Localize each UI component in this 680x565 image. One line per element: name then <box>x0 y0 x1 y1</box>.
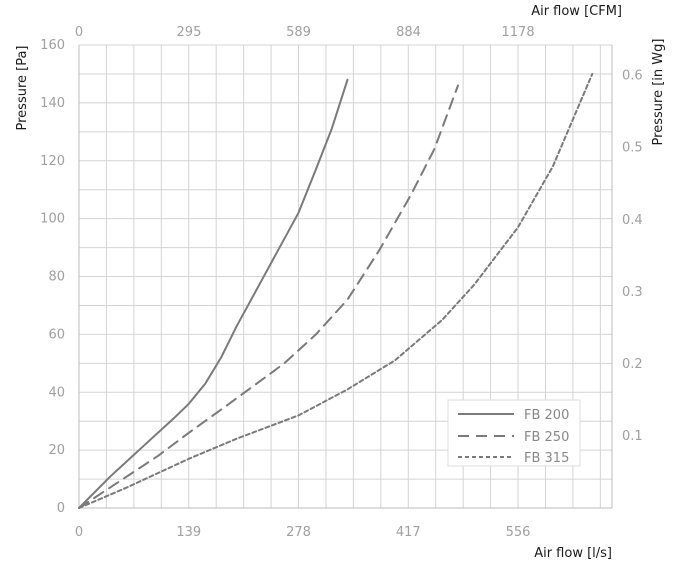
y-left-tick-label: 80 <box>48 270 65 285</box>
series-lines <box>78 72 594 509</box>
y-axis-right-title: Pressure [in Wg] <box>651 39 666 146</box>
tick-labels: 0 20 40 60 80 100 120 140 160 0.1 0.2 0.3 0.4 0.5 0.6 0… <box>40 25 643 540</box>
y-right-tick-label: 0.1 <box>622 429 643 444</box>
y-left-tick-label: 20 <box>48 443 65 458</box>
y-left-tick-label: 120 <box>40 154 65 169</box>
y-right-tick-label: 0.6 <box>622 69 643 84</box>
y-right-tick-label: 0.2 <box>622 357 643 372</box>
series-line-fb200 <box>78 78 349 509</box>
x-top-tick-label: 1178 <box>502 25 535 40</box>
x-top-tick-label: 589 <box>286 25 311 40</box>
x-bottom-tick-label: 417 <box>396 525 421 540</box>
series-line-fb250 <box>78 84 459 509</box>
y-left-tick-label: 140 <box>40 96 65 111</box>
y-left-tick-label: 0 <box>57 501 65 516</box>
x-bottom-tick-label: 0 <box>75 525 83 540</box>
x-top-tick-label: 295 <box>177 25 202 40</box>
x-top-tick-label: 0 <box>75 25 83 40</box>
y-right-tick-label: 0.4 <box>622 213 643 228</box>
plot-frame <box>78 44 613 509</box>
x-bottom-tick-label: 139 <box>176 525 201 540</box>
legend: FB 200 FB 250 FB 315 <box>447 399 581 467</box>
legend-label-fb200: FB 200 <box>524 408 569 423</box>
x-axis-top-title: Air flow [CFM] <box>531 4 622 19</box>
x-top-tick-label: 884 <box>396 25 421 40</box>
y-right-tick-label: 0.3 <box>622 285 643 300</box>
x-axis-bottom-title: Air flow [l/s] <box>534 546 612 561</box>
x-bottom-tick-label: 556 <box>506 525 531 540</box>
legend-label-fb250: FB 250 <box>524 430 569 445</box>
y-left-tick-label: 40 <box>48 385 65 400</box>
y-left-tick-label: 60 <box>48 327 65 342</box>
y-right-tick-label: 0.5 <box>622 141 643 156</box>
series-line-fb315 <box>78 72 594 509</box>
x-bottom-tick-label: 278 <box>286 525 311 540</box>
y-left-tick-label: 100 <box>40 212 65 227</box>
y-left-tick-label: 160 <box>40 38 65 53</box>
legend-label-fb315: FB 315 <box>524 451 569 466</box>
legend-box <box>447 399 581 467</box>
y-axis-left-title: Pressure [Pa] <box>15 45 30 130</box>
